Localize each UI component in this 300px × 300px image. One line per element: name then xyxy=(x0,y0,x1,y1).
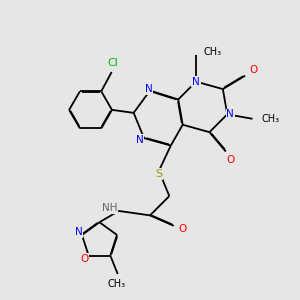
Text: O: O xyxy=(249,65,258,75)
Text: N: N xyxy=(74,227,82,237)
Text: N: N xyxy=(136,135,143,145)
Text: O: O xyxy=(80,254,88,263)
Text: N: N xyxy=(192,76,200,87)
Text: CH₃: CH₃ xyxy=(203,47,221,57)
Text: N: N xyxy=(145,84,152,94)
Text: NH: NH xyxy=(102,203,118,213)
Text: Cl: Cl xyxy=(108,58,118,68)
Text: N: N xyxy=(226,109,234,119)
Text: CH₃: CH₃ xyxy=(107,278,125,289)
Text: O: O xyxy=(226,155,234,165)
Text: O: O xyxy=(178,224,186,234)
Text: CH₃: CH₃ xyxy=(261,114,279,124)
Text: S: S xyxy=(155,169,162,179)
